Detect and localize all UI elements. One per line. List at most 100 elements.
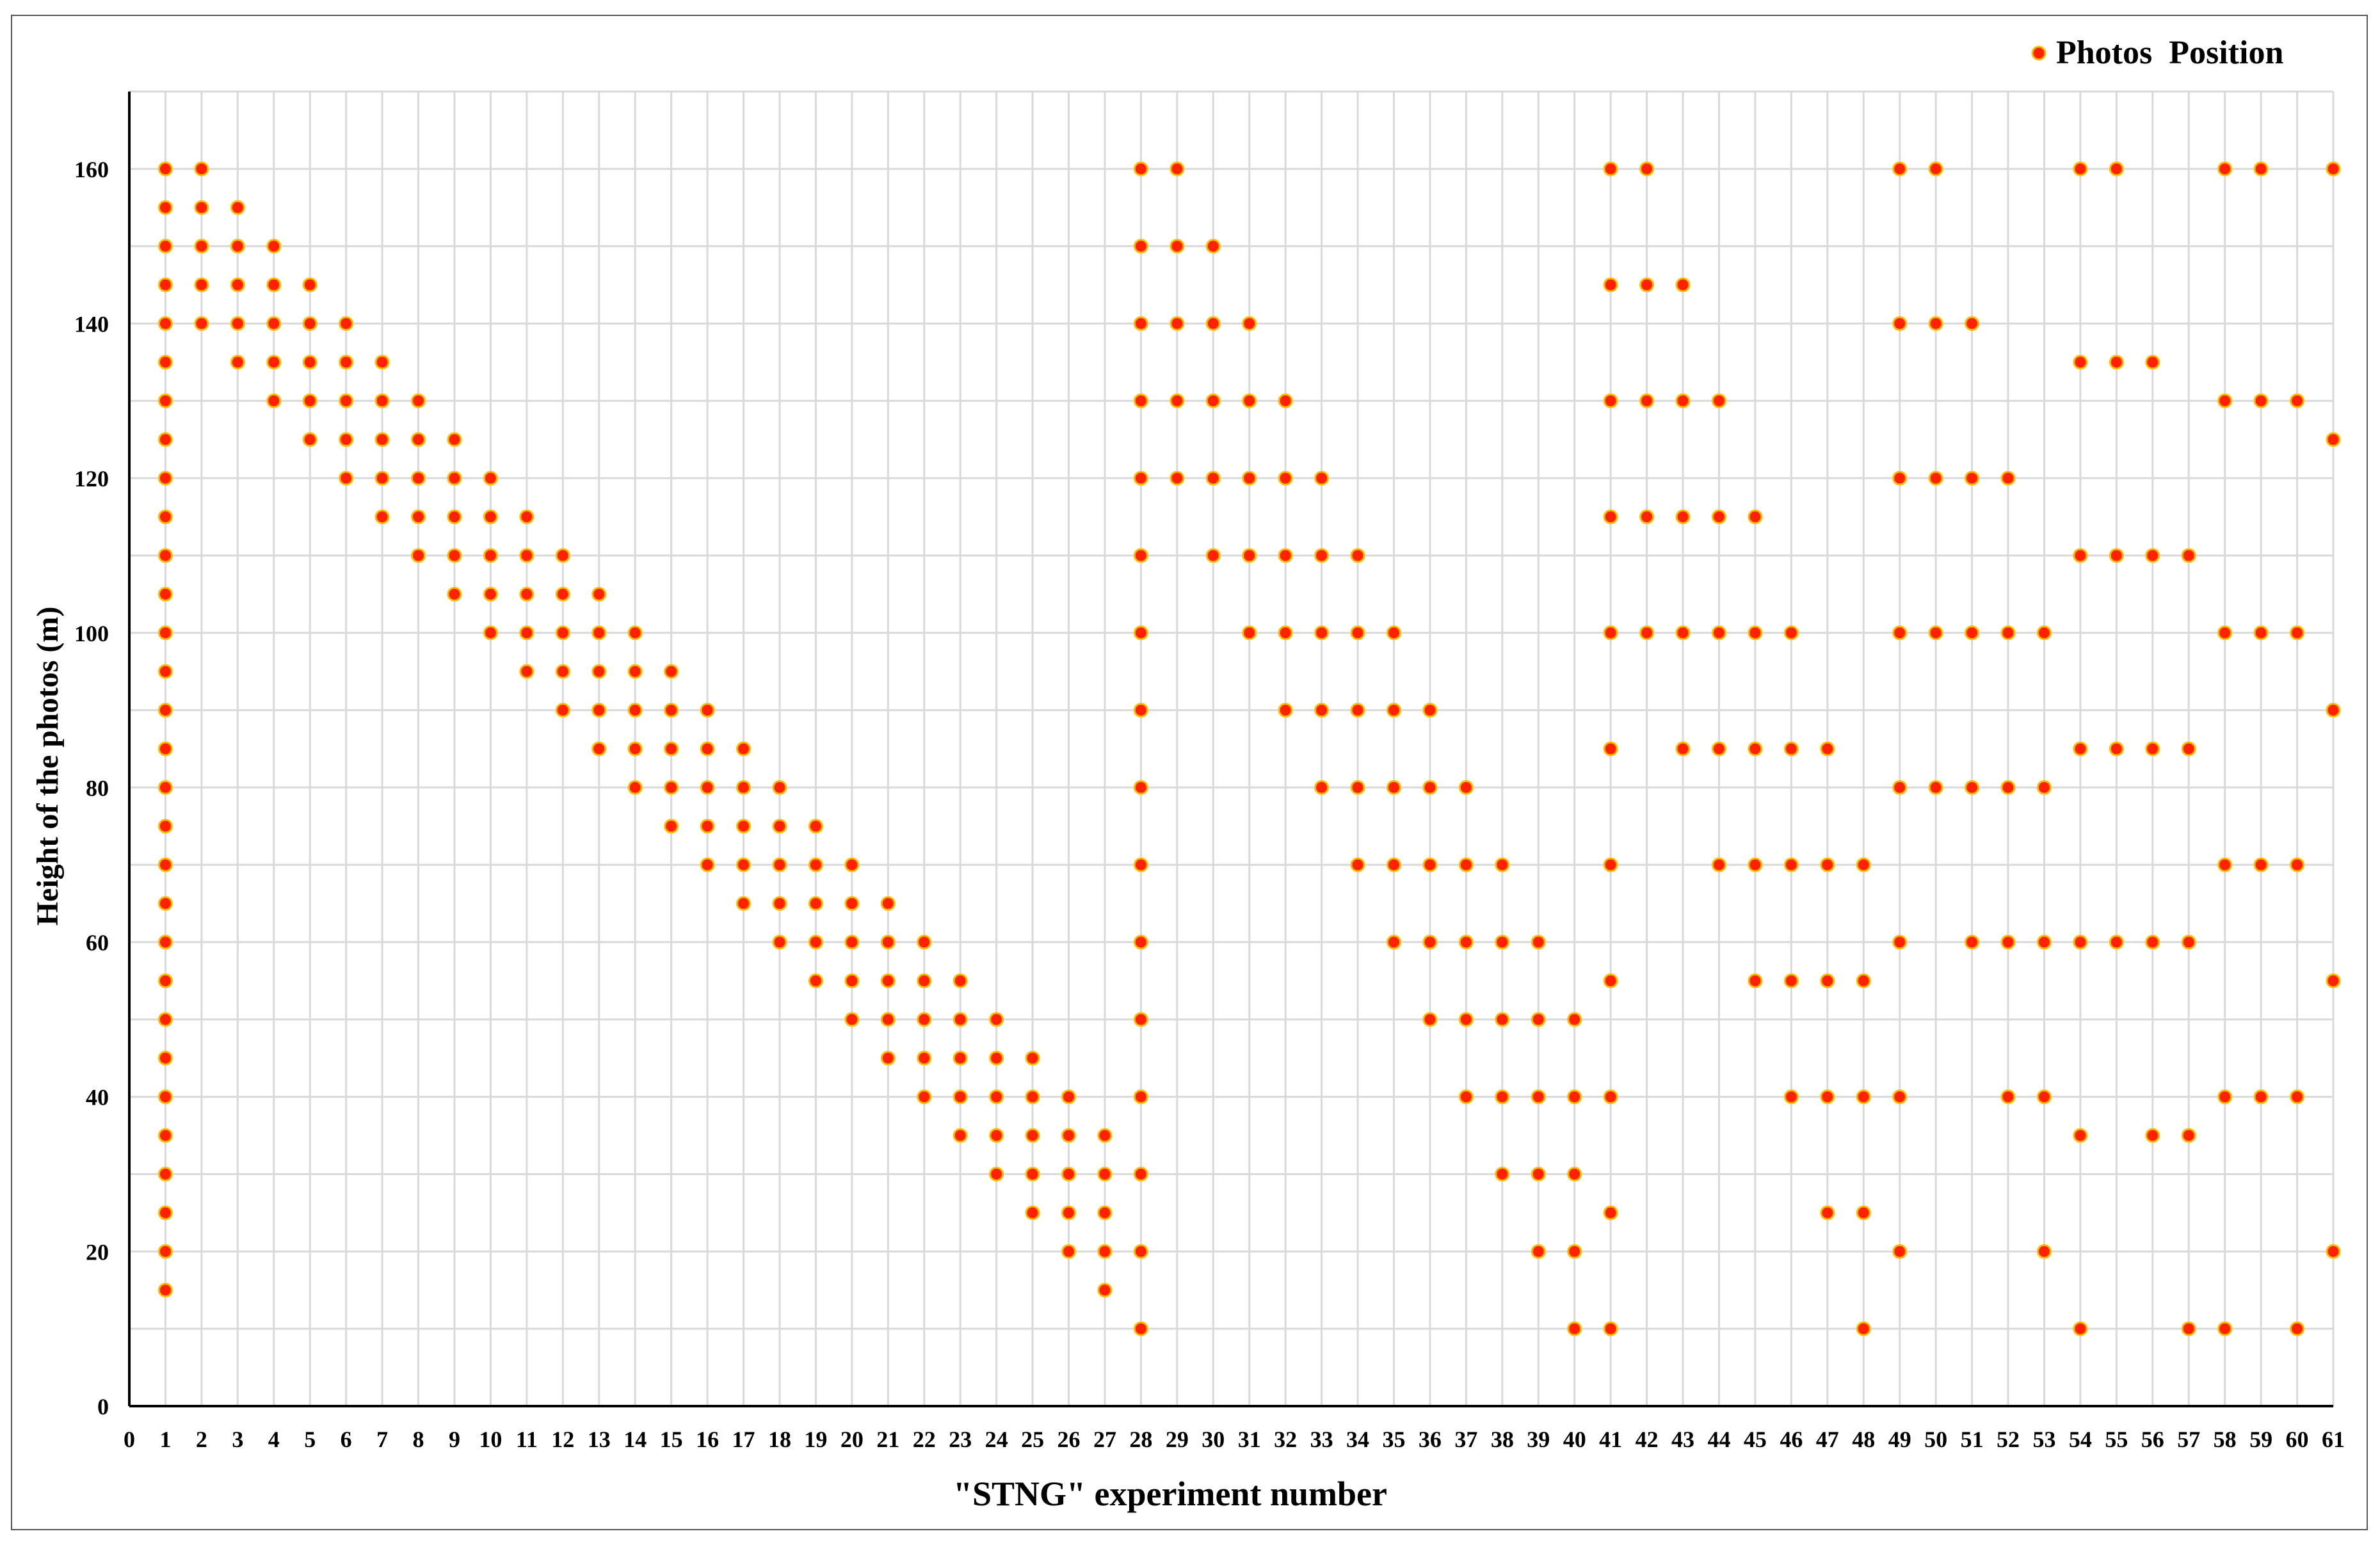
x-tick-label: 27 — [1093, 1427, 1116, 1452]
data-point — [1748, 625, 1763, 641]
data-point — [2145, 741, 2160, 756]
data-point — [447, 432, 462, 447]
x-tick-label: 46 — [1780, 1427, 1803, 1452]
data-point — [1603, 741, 1618, 756]
data-point — [2217, 625, 2233, 641]
data-point — [2000, 470, 2016, 486]
data-point — [1675, 625, 1691, 641]
data-point — [2290, 1321, 2305, 1336]
data-point — [1061, 1167, 1077, 1182]
data-point — [1242, 393, 1257, 408]
data-point — [157, 857, 173, 872]
data-point — [302, 393, 318, 408]
data-point — [1783, 741, 1799, 756]
data-point — [1820, 1089, 1835, 1105]
x-tick-label: 44 — [1707, 1427, 1730, 1452]
data-point — [1567, 1089, 1582, 1105]
data-point — [2145, 1128, 2160, 1143]
x-tick-label: 3 — [232, 1427, 243, 1452]
data-point — [1711, 509, 1726, 525]
data-point — [1458, 780, 1474, 795]
data-point — [953, 1089, 968, 1105]
data-point — [230, 239, 245, 254]
axes — [128, 92, 2333, 1407]
data-point — [1205, 470, 1221, 486]
data-point — [1711, 393, 1726, 408]
data-point — [2290, 1089, 2305, 1105]
data-point — [2326, 161, 2341, 177]
data-point — [1639, 393, 1655, 408]
data-point — [1892, 1089, 1908, 1105]
data-point — [1097, 1128, 1113, 1143]
data-point — [880, 1012, 896, 1027]
data-point — [1386, 934, 1401, 950]
data-point — [989, 1050, 1004, 1066]
data-point — [1495, 934, 1510, 950]
data-point — [2073, 1321, 2088, 1336]
data-point — [1675, 277, 1691, 292]
x-tick-label: 35 — [1382, 1427, 1405, 1452]
grid-lines — [129, 90, 2335, 1406]
y-tick-label: 80 — [86, 775, 109, 801]
y-tick-label: 100 — [74, 621, 109, 646]
data-point — [157, 741, 173, 756]
data-point — [1170, 239, 1185, 254]
data-point — [627, 664, 643, 679]
data-point — [302, 355, 318, 370]
data-point — [2217, 1089, 2233, 1105]
x-tick-label: 0 — [124, 1427, 135, 1452]
tick-labels: 0 1 2 3 4 5 6 7 8 9 10 11 12 13 14 15 16 17 18 19 20 21 22 23 24… — [74, 157, 2345, 1452]
data-point — [302, 316, 318, 331]
data-point — [157, 819, 173, 834]
data-point — [700, 780, 715, 795]
x-tick-label: 45 — [1744, 1427, 1767, 1452]
data-point — [627, 780, 643, 795]
data-point — [339, 432, 354, 447]
data-point — [1892, 625, 1908, 641]
data-point — [447, 548, 462, 563]
data-point — [808, 819, 823, 834]
data-point — [1061, 1205, 1077, 1221]
data-point — [1350, 780, 1365, 795]
data-point — [2073, 741, 2088, 756]
data-point — [880, 973, 896, 988]
data-point — [1386, 780, 1401, 795]
data-point — [157, 470, 173, 486]
data-point — [157, 586, 173, 602]
data-point — [2253, 857, 2269, 872]
data-point — [519, 625, 535, 641]
data-point — [1928, 470, 1943, 486]
data-point — [1133, 934, 1148, 950]
data-point — [2326, 432, 2341, 447]
data-point — [2036, 1089, 2052, 1105]
data-point — [157, 1244, 173, 1259]
y-tick-label: 140 — [74, 311, 109, 337]
x-tick-label: 58 — [2214, 1427, 2237, 1452]
data-point — [1711, 625, 1726, 641]
data-point — [411, 548, 426, 563]
data-point — [664, 703, 679, 718]
data-point — [844, 896, 860, 911]
data-point — [519, 586, 535, 602]
data-point — [157, 1012, 173, 1027]
data-point — [1531, 1089, 1546, 1105]
data-point — [2145, 548, 2160, 563]
data-point — [1170, 393, 1185, 408]
data-point — [1133, 548, 1148, 563]
data-point — [2217, 393, 2233, 408]
data-point — [411, 393, 426, 408]
data-point — [844, 973, 860, 988]
data-point — [1495, 857, 1510, 872]
data-point — [157, 703, 173, 718]
data-point — [1711, 741, 1726, 756]
data-point — [1314, 703, 1330, 718]
legend-marker — [2031, 45, 2046, 61]
data-point — [1350, 703, 1365, 718]
data-point — [1061, 1128, 1077, 1143]
x-tick-label: 55 — [2105, 1427, 2128, 1452]
data-point — [2181, 548, 2196, 563]
data-point — [1133, 393, 1148, 408]
x-tick-label: 15 — [660, 1427, 683, 1452]
x-tick-label: 50 — [1924, 1427, 1947, 1452]
data-point — [157, 1050, 173, 1066]
